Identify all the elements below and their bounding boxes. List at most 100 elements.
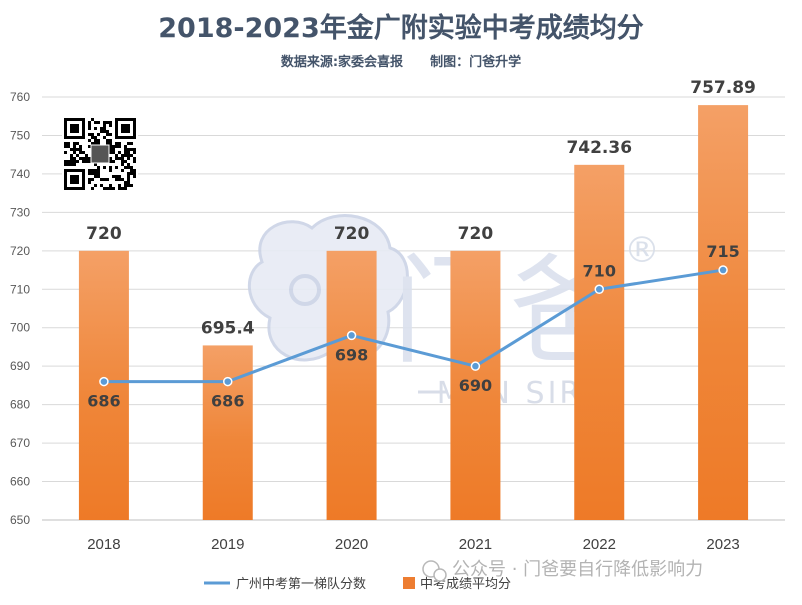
qr-module (85, 157, 88, 160)
qr-module (94, 142, 97, 145)
qr-module (109, 139, 112, 142)
qr-module (109, 166, 112, 169)
qr-module (94, 139, 97, 142)
qr-module (109, 184, 112, 187)
qr-module (127, 184, 130, 187)
qr-module (115, 145, 118, 148)
qr-module (118, 145, 121, 148)
line-point (718, 265, 728, 275)
qr-module (112, 148, 115, 151)
qr-module (103, 166, 106, 169)
qr-module (127, 148, 130, 151)
qr-module (121, 178, 124, 181)
qr-module (88, 139, 91, 142)
qr-module (112, 187, 115, 190)
y-axis: 650 660 670 680 690 700 710 720 730 740 750 760 (10, 90, 30, 527)
qr-module (121, 187, 124, 190)
qr-module (64, 151, 67, 154)
qr-module (88, 181, 91, 184)
line-point (223, 376, 233, 387)
qr-module (109, 151, 112, 154)
qr-module (106, 139, 109, 142)
qr-module (112, 151, 115, 154)
qr-module (103, 127, 106, 130)
y-tick-label: 760 (10, 90, 30, 104)
qr-module (133, 148, 136, 151)
qr-module (94, 163, 97, 166)
chart-title: 2018-2023年金广附实验中考成绩均分 (158, 12, 644, 44)
qr-module (121, 160, 124, 163)
qr-module (112, 160, 115, 163)
qr-module (124, 145, 127, 148)
qr-module (115, 154, 118, 157)
qr-module (97, 175, 100, 178)
qr-module (82, 151, 85, 154)
qr-module (115, 178, 118, 181)
x-tick-label: 2018 (87, 536, 120, 553)
qr-module (127, 178, 130, 181)
qr-module (127, 175, 130, 178)
qr-module (124, 187, 127, 190)
qr-module (97, 142, 100, 145)
qr-module (118, 142, 121, 145)
qr-module (127, 181, 130, 184)
footer-watermark-text: 公众号 · 门爸要自行降低影响力 (452, 559, 703, 580)
qr-module (94, 172, 97, 175)
qr-module (91, 187, 94, 190)
legend-bar-swatch (403, 577, 415, 589)
qr-module (64, 142, 67, 145)
qr-module (94, 136, 97, 139)
y-tick-label: 720 (10, 244, 30, 258)
qr-module (115, 175, 118, 178)
qr-module (112, 175, 115, 178)
y-tick-label: 660 (10, 475, 30, 489)
qr-module (127, 154, 130, 157)
qr-module (73, 160, 76, 163)
qr-module (127, 163, 130, 166)
line-series (99, 265, 728, 387)
qr-module (133, 157, 136, 160)
qr-module (94, 127, 97, 130)
line-data-label: 686 (87, 392, 120, 411)
qr-module (94, 184, 97, 187)
x-tick-label: 2021 (459, 536, 492, 553)
qr-module (109, 121, 112, 124)
qr-module (76, 148, 79, 151)
x-tick-label: 2019 (211, 536, 244, 553)
qr-module (124, 184, 127, 187)
qr-module (88, 124, 91, 127)
qr-module (94, 121, 97, 124)
wechat-icon-small (433, 568, 447, 582)
qr-module (88, 160, 91, 163)
qr-module (124, 181, 127, 184)
qr-module (112, 145, 115, 148)
bar (450, 250, 501, 520)
qr-module (109, 133, 112, 136)
qr-module (73, 148, 76, 151)
x-tick-label: 2022 (583, 536, 616, 553)
qr-module (76, 142, 79, 145)
qr-module (130, 142, 133, 145)
qr-module (103, 178, 106, 181)
y-tick-label: 700 (10, 321, 30, 335)
qr-logo (90, 144, 110, 164)
bar-data-label: 742.36 (566, 138, 632, 158)
qr-module (85, 154, 88, 157)
bar-data-label: 757.89 (690, 78, 756, 98)
y-tick-label: 690 (10, 359, 30, 373)
registered-mark: ® (624, 230, 660, 271)
qr-module (121, 163, 124, 166)
qr-module (73, 145, 76, 148)
bar (326, 250, 377, 520)
qr-module (127, 151, 130, 154)
qr-module (79, 145, 82, 148)
qr-module (103, 187, 106, 190)
qr-module (121, 169, 124, 172)
qr-module (70, 148, 73, 151)
bars (78, 105, 749, 521)
gridlines (42, 96, 785, 521)
data-labels: 720 695.4 720 720 742.36 757.89 686 686 698 690 71… (86, 78, 756, 410)
x-tick-label: 2023 (706, 536, 739, 553)
qr-module (97, 133, 100, 136)
qr-module (82, 157, 85, 160)
